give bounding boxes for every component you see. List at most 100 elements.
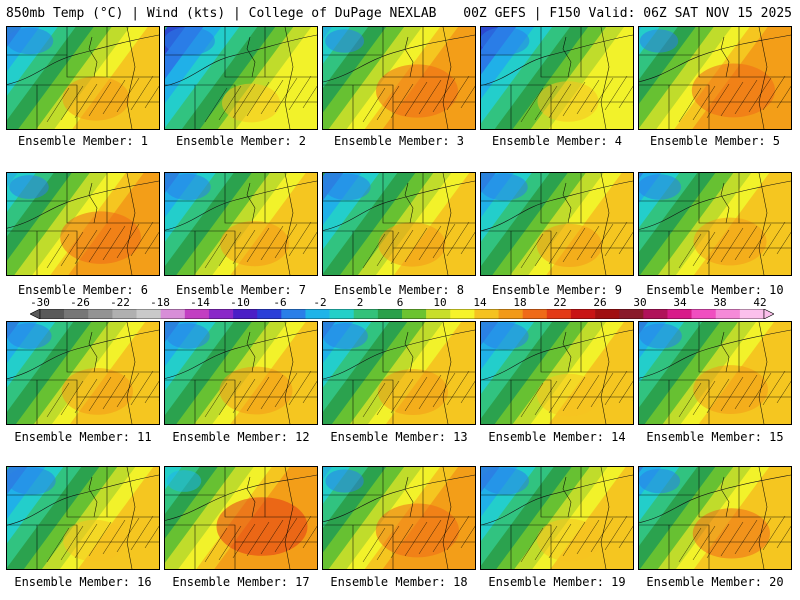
ensemble-member-label: Ensemble Member: 5 — [649, 134, 781, 148]
ensemble-member-label: Ensemble Member: 1 — [17, 134, 149, 148]
temperature-wind-field — [165, 322, 317, 424]
temperature-wind-field — [323, 173, 475, 275]
colorbar-tick-label: -14 — [190, 296, 210, 309]
colorbar-cell — [184, 309, 210, 319]
temperature-wind-field — [323, 322, 475, 424]
ensemble-member-label: Ensemble Member: 15 — [646, 430, 784, 444]
colorbar-right-arrow — [763, 309, 774, 319]
colorbar-cell — [450, 309, 475, 319]
colorbar-cell — [329, 309, 355, 319]
colorbar-cell — [208, 309, 234, 319]
ensemble-member-label: Ensemble Member: 18 — [330, 575, 468, 589]
colorbar-cell — [546, 309, 572, 319]
colorbar-tick-label: 18 — [513, 296, 527, 309]
colorbar-tick-label: -18 — [150, 296, 170, 309]
colorbar-tick-label: 14 — [473, 296, 487, 309]
ensemble-member-map — [164, 26, 318, 130]
colorbar-tick-label: -22 — [110, 296, 130, 309]
colorbar-cell — [643, 309, 668, 319]
ensemble-member-label: Ensemble Member: 14 — [488, 430, 626, 444]
temperature-wind-field — [481, 27, 633, 129]
colorbar-cell — [112, 309, 137, 319]
colorbar-cell — [257, 309, 282, 319]
ensemble-member-map — [480, 172, 634, 276]
colorbar-tick-label: 26 — [593, 296, 607, 309]
colorbar-cell — [595, 309, 620, 319]
ensemble-member-map — [322, 466, 476, 570]
temperature-wind-field — [323, 27, 475, 129]
colorbar-cell — [691, 309, 717, 319]
colorbar-tick-label: 2 — [356, 296, 364, 309]
ensemble-member-map — [480, 466, 634, 570]
temperature-wind-field — [323, 467, 475, 569]
colorbar-cell — [160, 309, 186, 319]
colorbar-tick-label: 10 — [433, 296, 447, 309]
ensemble-member-label: Ensemble Member: 2 — [175, 134, 307, 148]
colorbar-cell — [426, 309, 451, 319]
ensemble-member-label: Ensemble Member: 16 — [14, 575, 152, 589]
colorbar-cell — [136, 309, 161, 319]
colorbar-cell — [40, 309, 65, 319]
colorbar-cell — [667, 309, 692, 319]
colorbar-cell — [305, 309, 330, 319]
colorbar-tick-label: 30 — [633, 296, 647, 309]
colorbar-tick-labels: -30 -26 -22 -18 -14 -10 -6 -2 2 6 10 14 18 22 26 30 34 38… — [0, 296, 800, 310]
colorbar-tick-label: -30 — [30, 296, 50, 309]
temperature-wind-field — [7, 27, 159, 129]
ensemble-member-map — [6, 466, 160, 570]
colorbar-cell — [570, 309, 596, 319]
colorbar-cell — [353, 309, 379, 319]
colorbar-left-arrow — [30, 309, 41, 319]
ensemble-member-map — [638, 172, 792, 276]
ensemble-member-label: Ensemble Member: 12 — [172, 430, 310, 444]
ensemble-member-map — [6, 26, 160, 130]
colorbar-tick-label: 22 — [553, 296, 567, 309]
colorbar-cell — [88, 309, 113, 319]
colorbar-cell — [498, 309, 523, 319]
ensemble-member-label: Ensemble Member: 7 — [175, 283, 307, 297]
run-valid-time: 00Z GEFS | F150 Valid: 06Z SAT NOV 15 20… — [463, 6, 792, 21]
temperature-wind-field — [7, 173, 159, 275]
ensemble-member-label: Ensemble Member: 3 — [333, 134, 465, 148]
ensemble-member-map — [164, 172, 318, 276]
map-title: 850mb Temp (°C) | Wind (kts) | College o… — [6, 6, 437, 21]
temperature-wind-field — [165, 27, 317, 129]
ensemble-member-label: Ensemble Member: 4 — [491, 134, 623, 148]
colorbar-tick-label: 6 — [396, 296, 404, 309]
colorbar-cell — [715, 309, 741, 319]
colorbar-cell — [474, 309, 499, 319]
colorbar-tick-label: -6 — [273, 296, 287, 309]
colorbar-cell — [619, 309, 644, 319]
ensemble-member-map — [164, 321, 318, 425]
temperature-wind-field — [639, 467, 791, 569]
colorbar-tick-label: 38 — [713, 296, 727, 309]
ensemble-member-label: Ensemble Member: 6 — [17, 283, 149, 297]
temperature-wind-field — [165, 173, 317, 275]
colorbar-cell — [522, 309, 548, 319]
ensemble-member-map — [480, 26, 634, 130]
colorbar-cell — [281, 309, 306, 319]
colorbar-cell — [402, 309, 427, 319]
ensemble-member-label: Ensemble Member: 20 — [646, 575, 784, 589]
temperature-wind-field — [639, 27, 791, 129]
ensemble-member-label: Ensemble Member: 8 — [333, 283, 465, 297]
colorbar-cell — [377, 309, 403, 319]
temperature-wind-field — [7, 322, 159, 424]
colorbar-tick-label: -2 — [313, 296, 327, 309]
colorbar-cell — [739, 309, 765, 319]
temperature-wind-field — [481, 322, 633, 424]
colorbar-tick-label: -26 — [70, 296, 90, 309]
colorbar-cell — [64, 309, 89, 319]
ensemble-member-map — [480, 321, 634, 425]
ensemble-member-map — [638, 26, 792, 130]
temperature-wind-field — [165, 467, 317, 569]
ensemble-member-map — [6, 172, 160, 276]
temperature-wind-field — [639, 322, 791, 424]
temperature-wind-field — [481, 173, 633, 275]
temperature-wind-field — [639, 173, 791, 275]
ensemble-member-label: Ensemble Member: 13 — [330, 430, 468, 444]
ensemble-member-map — [164, 466, 318, 570]
ensemble-member-map — [6, 321, 160, 425]
ensemble-member-map — [638, 321, 792, 425]
ensemble-member-label: Ensemble Member: 17 — [172, 575, 310, 589]
